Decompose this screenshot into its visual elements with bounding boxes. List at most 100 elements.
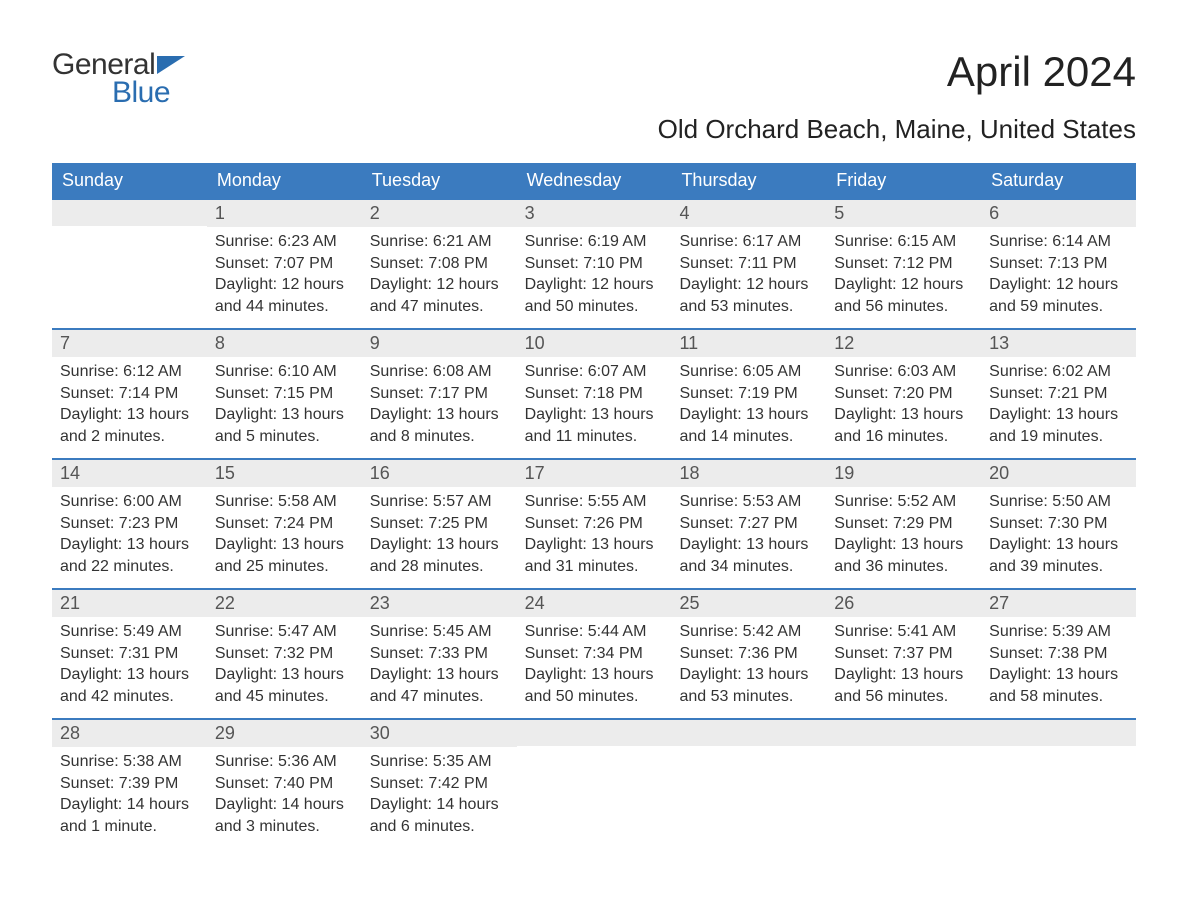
sunset-line: Sunset: 7:33 PM <box>370 643 509 665</box>
sunset-line: Sunset: 7:08 PM <box>370 253 509 275</box>
daylight-line: Daylight: 12 hours and 53 minutes. <box>679 274 818 317</box>
calendar-body: 1Sunrise: 6:23 AMSunset: 7:07 PMDaylight… <box>52 198 1136 848</box>
day-body: Sunrise: 6:19 AMSunset: 7:10 PMDaylight:… <box>517 227 672 325</box>
day-number: 10 <box>517 330 672 357</box>
day-body: Sunrise: 5:36 AMSunset: 7:40 PMDaylight:… <box>207 747 362 845</box>
sunrise-line: Sunrise: 5:41 AM <box>834 621 973 643</box>
sunrise-line: Sunrise: 5:44 AM <box>525 621 664 643</box>
sunrise-line: Sunrise: 5:45 AM <box>370 621 509 643</box>
calendar-cell: 19Sunrise: 5:52 AMSunset: 7:29 PMDayligh… <box>826 460 981 588</box>
day-body: Sunrise: 6:02 AMSunset: 7:21 PMDaylight:… <box>981 357 1136 455</box>
sunset-line: Sunset: 7:14 PM <box>60 383 199 405</box>
day-body: Sunrise: 5:41 AMSunset: 7:37 PMDaylight:… <box>826 617 981 715</box>
day-number: 26 <box>826 590 981 617</box>
sunset-line: Sunset: 7:27 PM <box>679 513 818 535</box>
sunset-line: Sunset: 7:20 PM <box>834 383 973 405</box>
calendar-cell: 16Sunrise: 5:57 AMSunset: 7:25 PMDayligh… <box>362 460 517 588</box>
daylight-line: Daylight: 13 hours and 58 minutes. <box>989 664 1128 707</box>
day-body: Sunrise: 6:08 AMSunset: 7:17 PMDaylight:… <box>362 357 517 455</box>
day-body: Sunrise: 5:44 AMSunset: 7:34 PMDaylight:… <box>517 617 672 715</box>
day-number: 6 <box>981 200 1136 227</box>
day-number: 29 <box>207 720 362 747</box>
calendar-cell: 3Sunrise: 6:19 AMSunset: 7:10 PMDaylight… <box>517 200 672 328</box>
day-number: 30 <box>362 720 517 747</box>
day-body: Sunrise: 5:47 AMSunset: 7:32 PMDaylight:… <box>207 617 362 715</box>
daylight-line: Daylight: 13 hours and 56 minutes. <box>834 664 973 707</box>
sunset-line: Sunset: 7:42 PM <box>370 773 509 795</box>
sunset-line: Sunset: 7:15 PM <box>215 383 354 405</box>
sunset-line: Sunset: 7:29 PM <box>834 513 973 535</box>
calendar-cell: 23Sunrise: 5:45 AMSunset: 7:33 PMDayligh… <box>362 590 517 718</box>
header: General Blue April 2024 Old Orchard Beac… <box>52 48 1136 145</box>
calendar-header-cell: Thursday <box>671 163 826 198</box>
day-number <box>52 200 207 226</box>
sunset-line: Sunset: 7:18 PM <box>525 383 664 405</box>
daylight-line: Daylight: 13 hours and 42 minutes. <box>60 664 199 707</box>
sunrise-line: Sunrise: 5:52 AM <box>834 491 973 513</box>
daylight-line: Daylight: 13 hours and 8 minutes. <box>370 404 509 447</box>
calendar-week: 7 Sunrise: 6:12 AMSunset: 7:14 PM Daylight… <box>52 328 1136 458</box>
sunrise-line: Sunrise: 6:23 AM <box>215 231 354 253</box>
day-body: Sunrise: 6:15 AMSunset: 7:12 PMDaylight:… <box>826 227 981 325</box>
daylight-line: Daylight: 13 hours and 47 minutes. <box>370 664 509 707</box>
sunrise-line: Sunrise: 6:21 AM <box>370 231 509 253</box>
day-body: Sunrise: 6:00 AMSunset: 7:23 PMDaylight:… <box>52 487 207 585</box>
calendar-cell: 2Sunrise: 6:21 AMSunset: 7:08 PMDaylight… <box>362 200 517 328</box>
flag-icon <box>157 56 185 74</box>
daylight-line: Daylight: 13 hours and 5 minutes. <box>215 404 354 447</box>
day-number: 20 <box>981 460 1136 487</box>
day-number: 4 <box>671 200 826 227</box>
sunrise-line: Sunrise: 6:12 AM <box>60 361 199 383</box>
calendar-cell: 30Sunrise: 5:35 AMSunset: 7:42 PMDayligh… <box>362 720 517 848</box>
calendar-cell <box>52 200 207 328</box>
calendar-cell <box>981 720 1136 848</box>
day-body: Sunrise: 5:50 AMSunset: 7:30 PMDaylight:… <box>981 487 1136 585</box>
calendar-week: 28Sunrise: 5:38 AMSunset: 7:39 PMDayligh… <box>52 718 1136 848</box>
month-title: April 2024 <box>658 48 1136 96</box>
sunrise-line: Sunrise: 6:08 AM <box>370 361 509 383</box>
calendar-cell: 29Sunrise: 5:36 AMSunset: 7:40 PMDayligh… <box>207 720 362 848</box>
calendar-cell: 7Sunrise: 6:12 AMSunset: 7:14 PMDaylight… <box>52 330 207 458</box>
day-number <box>671 720 826 746</box>
daylight-line: Daylight: 13 hours and 45 minutes. <box>215 664 354 707</box>
daylight-line: Daylight: 13 hours and 53 minutes. <box>679 664 818 707</box>
daylight-line: Daylight: 13 hours and 25 minutes. <box>215 534 354 577</box>
daylight-line: Daylight: 13 hours and 34 minutes. <box>679 534 818 577</box>
calendar-cell: 24Sunrise: 5:44 AMSunset: 7:34 PMDayligh… <box>517 590 672 718</box>
sunrise-line: Sunrise: 6:17 AM <box>679 231 818 253</box>
day-body: Sunrise: 6:05 AMSunset: 7:19 PMDaylight:… <box>671 357 826 455</box>
calendar-cell: 18Sunrise: 5:53 AMSunset: 7:27 PMDayligh… <box>671 460 826 588</box>
day-number: 5 <box>826 200 981 227</box>
calendar-cell: 8Sunrise: 6:10 AMSunset: 7:15 PMDaylight… <box>207 330 362 458</box>
day-number: 27 <box>981 590 1136 617</box>
day-number: 19 <box>826 460 981 487</box>
daylight-line: Daylight: 12 hours and 44 minutes. <box>215 274 354 317</box>
daylight-line: Daylight: 13 hours and 28 minutes. <box>370 534 509 577</box>
calendar: SundayMondayTuesdayWednesdayThursdayFrid… <box>52 163 1136 848</box>
day-body: Sunrise: 5:45 AMSunset: 7:33 PMDaylight:… <box>362 617 517 715</box>
sunrise-line: Sunrise: 6:07 AM <box>525 361 664 383</box>
calendar-cell: 17Sunrise: 5:55 AMSunset: 7:26 PMDayligh… <box>517 460 672 588</box>
day-number: 24 <box>517 590 672 617</box>
day-number: 7 <box>52 330 207 357</box>
sunrise-line: Sunrise: 5:39 AM <box>989 621 1128 643</box>
day-number: 16 <box>362 460 517 487</box>
sunrise-line: Sunrise: 6:05 AM <box>679 361 818 383</box>
day-body: Sunrise: 5:49 AMSunset: 7:31 PMDaylight:… <box>52 617 207 715</box>
daylight-line: Daylight: 14 hours and 3 minutes. <box>215 794 354 837</box>
sunset-line: Sunset: 7:17 PM <box>370 383 509 405</box>
day-number <box>517 720 672 746</box>
daylight-line: Daylight: 14 hours and 1 minute. <box>60 794 199 837</box>
calendar-header-cell: Friday <box>826 163 981 198</box>
daylight-line: Daylight: 13 hours and 11 minutes. <box>525 404 664 447</box>
brand-logo: General Blue <box>52 48 185 110</box>
sunrise-line: Sunrise: 5:58 AM <box>215 491 354 513</box>
sunset-line: Sunset: 7:21 PM <box>989 383 1128 405</box>
day-number: 12 <box>826 330 981 357</box>
calendar-cell: 15Sunrise: 5:58 AMSunset: 7:24 PMDayligh… <box>207 460 362 588</box>
daylight-line: Daylight: 12 hours and 50 minutes. <box>525 274 664 317</box>
calendar-cell: 1Sunrise: 6:23 AMSunset: 7:07 PMDaylight… <box>207 200 362 328</box>
calendar-cell: 28Sunrise: 5:38 AMSunset: 7:39 PMDayligh… <box>52 720 207 848</box>
calendar-cell <box>826 720 981 848</box>
calendar-cell: 6Sunrise: 6:14 AMSunset: 7:13 PMDaylight… <box>981 200 1136 328</box>
